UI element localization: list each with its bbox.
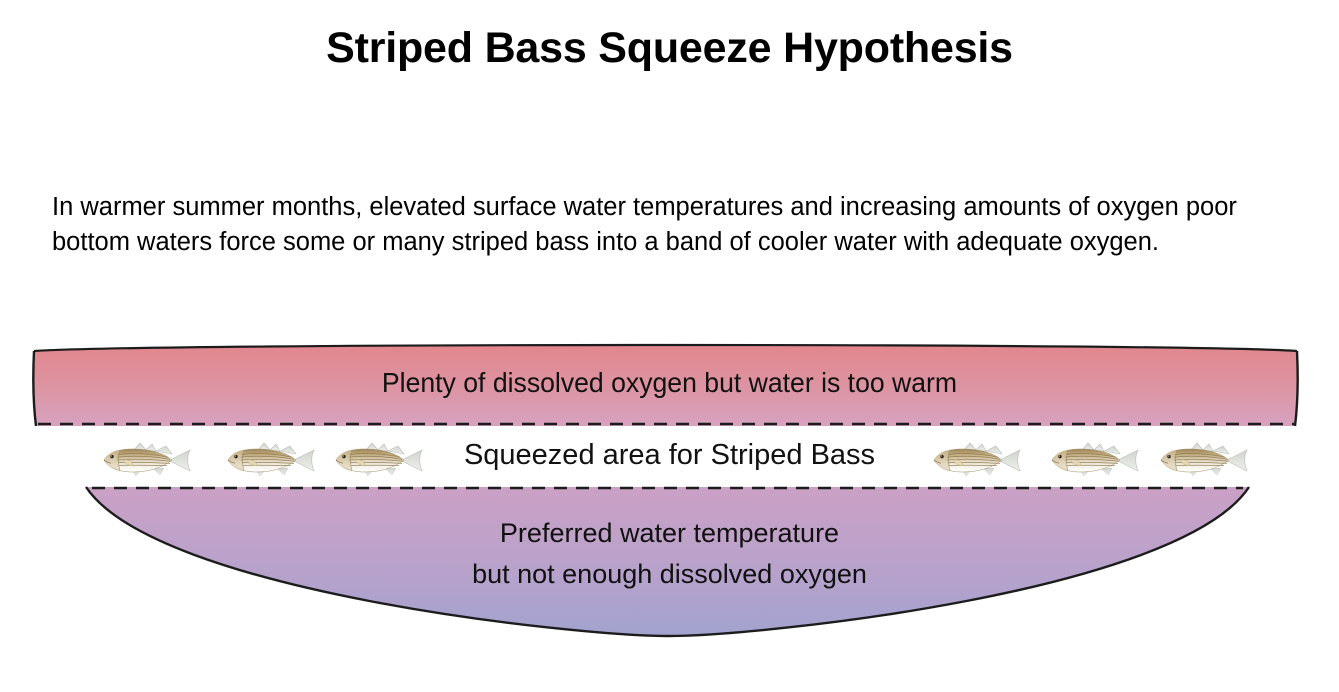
intro-paragraph: In warmer summer months, elevated surfac…: [52, 193, 1237, 256]
fish-6-icon: [1155, 442, 1251, 478]
warm-layer-fill: [33, 345, 1298, 426]
cold-layer-label-line2: but not enough dissolved oxygen: [472, 559, 867, 589]
cold-layer-label: Preferred water temperature but not enou…: [0, 513, 1339, 595]
cold-layer-fill: [86, 487, 1249, 636]
warm-layer-right-edge: [1293, 350, 1299, 427]
fish-3-icon: [330, 442, 426, 478]
fish-1-icon: [98, 442, 194, 478]
cold-layer-label-line1: Preferred water temperature: [499, 518, 840, 548]
striped-bass-squeeze-diagram: Plenty of dissolved oxygen but water is …: [0, 330, 1339, 660]
page-title: Striped Bass Squeeze Hypothesis: [326, 24, 1013, 72]
cold-layer-arc-edge: [85, 486, 1251, 638]
warm-surface-layer: [32, 343, 1299, 427]
cold-bottom-layer: [85, 486, 1251, 638]
squeeze-band-label: Squeezed area for Striped Bass: [463, 439, 876, 471]
warm-layer-left-edge: [32, 350, 38, 427]
warm-layer-label: Plenty of dissolved oxygen but water is …: [381, 367, 958, 398]
diagram-canvas: [32, 343, 1299, 638]
fish-5-icon: [1046, 442, 1142, 478]
fish-2-icon: [222, 442, 318, 478]
warm-layer-top-edge: [33, 343, 1298, 353]
fish-4-icon: [928, 442, 1024, 478]
